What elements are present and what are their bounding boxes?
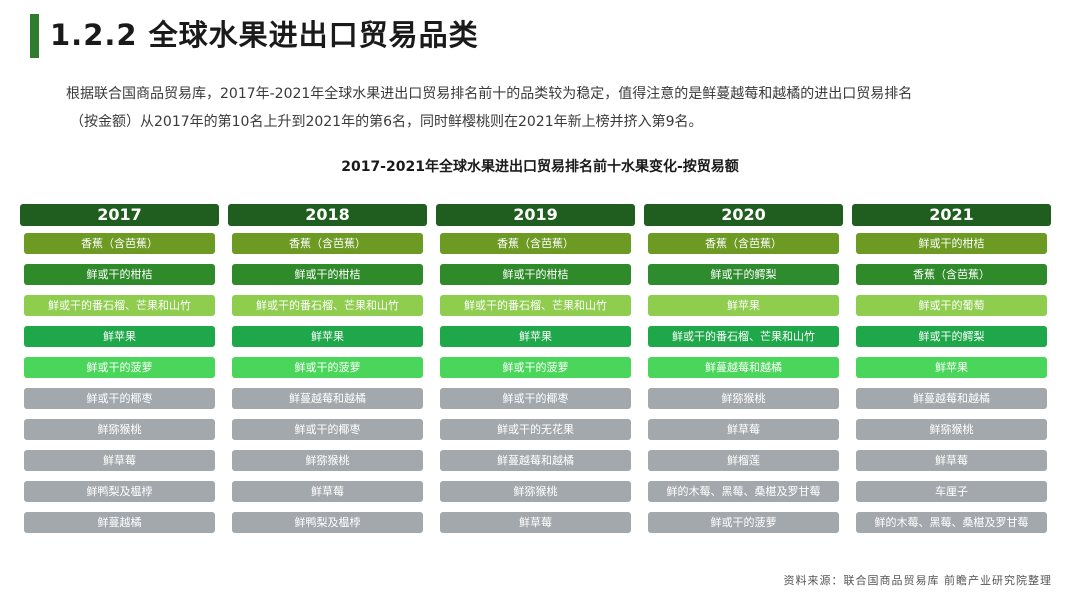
ranking-item: 鲜猕猴桃: [856, 419, 1047, 440]
intro-line-1: 根据联合国商品贸易库，2017年-2021年全球水果进出口贸易排名前十的品类较为…: [66, 86, 913, 102]
ranking-item: 鲜蔓越莓和越橘: [856, 388, 1047, 409]
ranking-list: 香蕉（含芭蕉） 鲜或干的柑桔 鲜或干的番石榴、芒果和山竹 鲜苹果鲜或干的菠萝 鲜或干的椰…: [20, 233, 219, 533]
ranking-item: 香蕉（含芭蕉）: [648, 233, 839, 254]
ranking-item: 香蕉（含芭蕉）: [232, 233, 423, 254]
ranking-item: 鲜草莓: [648, 419, 839, 440]
ranking-item: 鲜苹果: [24, 326, 215, 347]
ranking-item: 鲜榴莲: [648, 450, 839, 471]
ranking-item: 鲜或干的菠萝: [24, 357, 215, 378]
ranking-item: 鲜草莓: [856, 450, 1047, 471]
ranking-item: 鲜猕猴桃: [232, 450, 423, 471]
ranking-item: 香蕉（含芭蕉）: [24, 233, 215, 254]
intro-line-2: （按金额）从2017年的第10名上升到2021年的第6名，同时鲜樱桃则在2021…: [70, 114, 703, 130]
ranking-item: 鲜或干的无花果: [440, 419, 631, 440]
ranking-item: 鲜或干的椰枣: [232, 419, 423, 440]
ranking-item: 鲜的木莓、黑莓、桑椹及罗甘莓: [648, 481, 839, 502]
ranking-item: 鲜蔓越橘: [24, 512, 215, 533]
ranking-item: 鲜蔓越莓和越橘: [440, 450, 631, 471]
ranking-item: 鲜蔓越莓和越橘: [232, 388, 423, 409]
ranking-item: 鲜苹果: [856, 357, 1047, 378]
ranking-item: 鲜猕猴桃: [24, 419, 215, 440]
ranking-item: 鲜或干的番石榴、芒果和山竹: [232, 295, 423, 316]
ranking-item: 鲜或干的菠萝: [440, 357, 631, 378]
source-note: 资料来源：联合国商品贸易库 前瞻产业研究院整理: [783, 574, 1052, 587]
ranking-item: 鲜苹果: [232, 326, 423, 347]
ranking-item: 鲜或干的椰枣: [24, 388, 215, 409]
year-column-2020: 2020 香蕉（含芭蕉） 鲜或干的鳄梨 鲜苹果鲜或干的番石榴、芒果和山竹 鲜蔓越莓和越橘…: [644, 204, 843, 533]
ranking-item: 鲜或干的鳄梨: [648, 264, 839, 285]
ranking-item: 鲜或干的柑桔: [24, 264, 215, 285]
ranking-item: 鲜苹果: [648, 295, 839, 316]
ranking-item: 鲜或干的柑桔: [856, 233, 1047, 254]
year-header: 2019: [436, 204, 635, 226]
ranking-item: 鲜草莓: [440, 512, 631, 533]
year-column-2021: 2021 鲜或干的柑桔 香蕉（含芭蕉） 鲜或干的葡萄 鲜或干的鳄梨 鲜苹果鲜蔓越莓和越橘鲜…: [852, 204, 1051, 533]
ranking-item: 鲜蔓越莓和越橘: [648, 357, 839, 378]
ranking-item: 鲜猕猴桃: [440, 481, 631, 502]
ranking-item: 鲜苹果: [440, 326, 631, 347]
ranking-item: 鲜或干的番石榴、芒果和山竹: [440, 295, 631, 316]
ranking-item: 鲜或干的葡萄: [856, 295, 1047, 316]
ranking-item: 鲜或干的菠萝: [648, 512, 839, 533]
ranking-item: 鲜的木莓、黑莓、桑椹及罗甘莓: [856, 512, 1047, 533]
ranking-item: 鲜草莓: [232, 481, 423, 502]
ranking-item: 鲜猕猴桃: [648, 388, 839, 409]
page-title: 1.2.2 全球水果进出口贸易品类: [50, 18, 479, 52]
ranking-item: 鲜或干的番石榴、芒果和山竹: [24, 295, 215, 316]
ranking-item: 鲜或干的鳄梨: [856, 326, 1047, 347]
ranking-item: 鲜或干的菠萝: [232, 357, 423, 378]
ranking-item: 鲜或干的椰枣: [440, 388, 631, 409]
ranking-list: 香蕉（含芭蕉） 鲜或干的柑桔 鲜或干的番石榴、芒果和山竹 鲜苹果鲜或干的菠萝 鲜蔓越莓和…: [228, 233, 427, 533]
ranking-item: 鲜鸭梨及榅桲: [24, 481, 215, 502]
ranking-table: 2017 香蕉（含芭蕉） 鲜或干的柑桔 鲜或干的番石榴、芒果和山竹 鲜苹果 鲜或干的菠萝鲜…: [20, 204, 1051, 533]
year-column-2017: 2017 香蕉（含芭蕉） 鲜或干的柑桔 鲜或干的番石榴、芒果和山竹 鲜苹果鲜或干的菠萝鲜…: [20, 204, 219, 533]
ranking-item: 香蕉（含芭蕉）: [856, 264, 1047, 285]
ranking-list: 鲜或干的柑桔 香蕉（含芭蕉） 鲜或干的葡萄 鲜或干的鳄梨 鲜苹果鲜蔓越莓和越橘 鲜猕猴桃鲜…: [852, 233, 1051, 533]
table-title: 2017-2021年全球水果进出口贸易排名前十水果变化-按贸易额: [341, 159, 739, 175]
ranking-item: 鲜草莓: [24, 450, 215, 471]
ranking-list: 香蕉（含芭蕉） 鲜或干的鳄梨 鲜苹果鲜或干的番石榴、芒果和山竹 鲜蔓越莓和越橘 鲜猕猴桃…: [644, 233, 843, 533]
year-header: 2018: [228, 204, 427, 226]
title-accent-bar: [30, 14, 39, 58]
year-column-2018: 2018 香蕉（含芭蕉） 鲜或干的柑桔 鲜或干的番石榴、芒果和山竹 鲜苹果鲜或干的菠萝鲜…: [228, 204, 427, 533]
year-header: 2021: [852, 204, 1051, 226]
ranking-item: 香蕉（含芭蕉）: [440, 233, 631, 254]
year-header: 2020: [644, 204, 843, 226]
ranking-item: 鲜或干的柑桔: [232, 264, 423, 285]
intro-paragraph: 根据联合国商品贸易库，2017年-2021年全球水果进出口贸易排名前十的品类较为…: [66, 80, 1046, 136]
year-header: 2017: [20, 204, 219, 226]
ranking-item: 车厘子: [856, 481, 1047, 502]
ranking-item: 鲜鸭梨及榅桲: [232, 512, 423, 533]
ranking-list: 香蕉（含芭蕉） 鲜或干的柑桔 鲜或干的番石榴、芒果和山竹 鲜苹果鲜或干的菠萝 鲜或干的椰…: [436, 233, 635, 533]
ranking-item: 鲜或干的柑桔: [440, 264, 631, 285]
ranking-item: 鲜或干的番石榴、芒果和山竹: [648, 326, 839, 347]
year-column-2019: 2019 香蕉（含芭蕉） 鲜或干的柑桔 鲜或干的番石榴、芒果和山竹 鲜苹果鲜或干的菠萝鲜…: [436, 204, 635, 533]
